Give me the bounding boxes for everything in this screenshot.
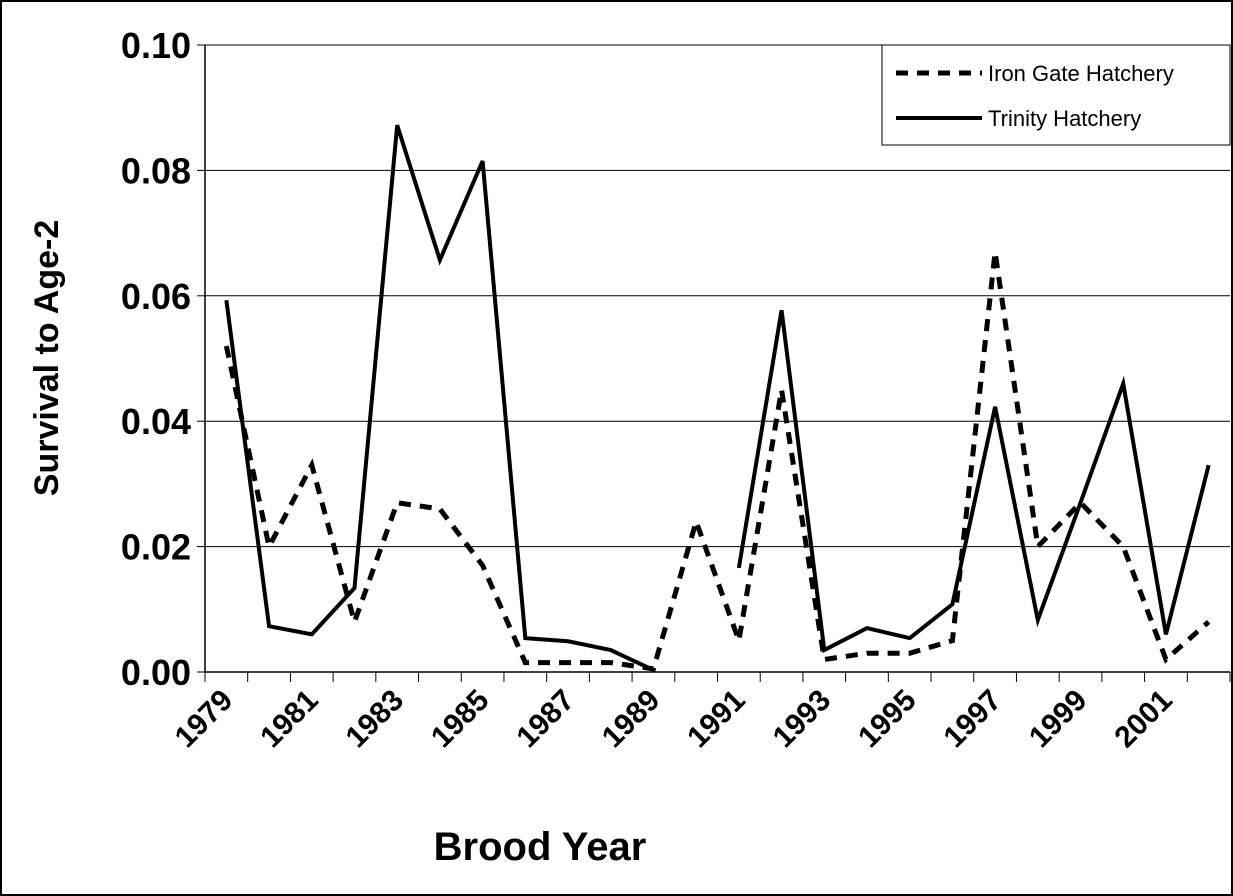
y-axis-title: Survival to Age-2 — [28, 220, 66, 496]
y-tick-label: 0.04 — [121, 401, 191, 442]
y-tick-label: 0.00 — [121, 652, 191, 693]
legend-label: Iron Gate Hatchery — [988, 61, 1174, 86]
y-tick-label: 0.10 — [121, 25, 191, 66]
series-line — [224, 124, 1211, 672]
y-tick-label: 0.08 — [121, 150, 191, 191]
legend-label: Trinity Hatchery — [988, 106, 1141, 131]
series-line — [223, 251, 1211, 672]
legend-box — [881, 44, 1231, 146]
x-axis-title: Brood Year — [434, 825, 647, 869]
y-tick-label: 0.02 — [121, 527, 191, 568]
y-tick-label: 0.06 — [121, 276, 191, 317]
